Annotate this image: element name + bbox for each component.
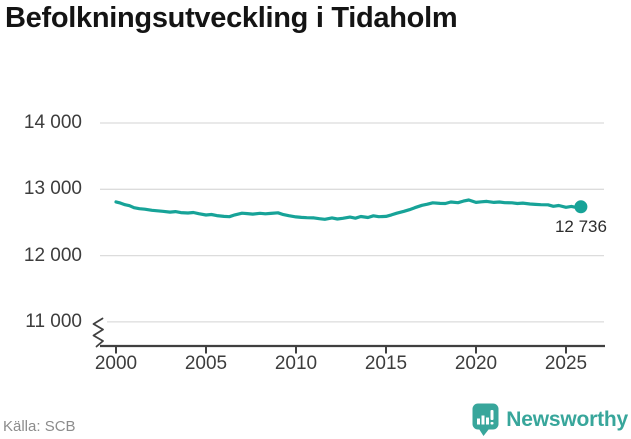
x-axis-label: 2010 bbox=[274, 353, 318, 374]
y-axis-label: 11 000 bbox=[25, 310, 82, 332]
last-value-label: 12 736 bbox=[554, 216, 607, 236]
x-axis-label: 2025 bbox=[544, 353, 588, 374]
newsworthy-icon bbox=[472, 403, 499, 436]
gridlines bbox=[100, 122, 604, 323]
x-axis-label: 2015 bbox=[364, 353, 408, 374]
end-point-marker bbox=[574, 200, 588, 214]
axis-break-icon bbox=[92, 317, 104, 348]
newsworthy-wordmark: Newsworthy bbox=[506, 408, 628, 431]
x-axis-label: 2020 bbox=[454, 353, 498, 374]
source-label: Källa: SCB bbox=[3, 418, 76, 435]
y-axis-label: 14 000 bbox=[23, 112, 82, 133]
newsworthy-logo[interactable]: Newsworthy bbox=[472, 403, 628, 437]
data-line bbox=[114, 198, 583, 221]
x-axis-label: 2005 bbox=[184, 353, 228, 374]
y-axis-label: 12 000 bbox=[23, 244, 82, 266]
x-axis-label: 2000 bbox=[94, 353, 138, 374]
x-axis bbox=[100, 344, 605, 354]
y-axis-label: 13 000 bbox=[23, 178, 82, 200]
chart-title: Befolkningsutveckling i Tidaholm bbox=[5, 2, 458, 34]
